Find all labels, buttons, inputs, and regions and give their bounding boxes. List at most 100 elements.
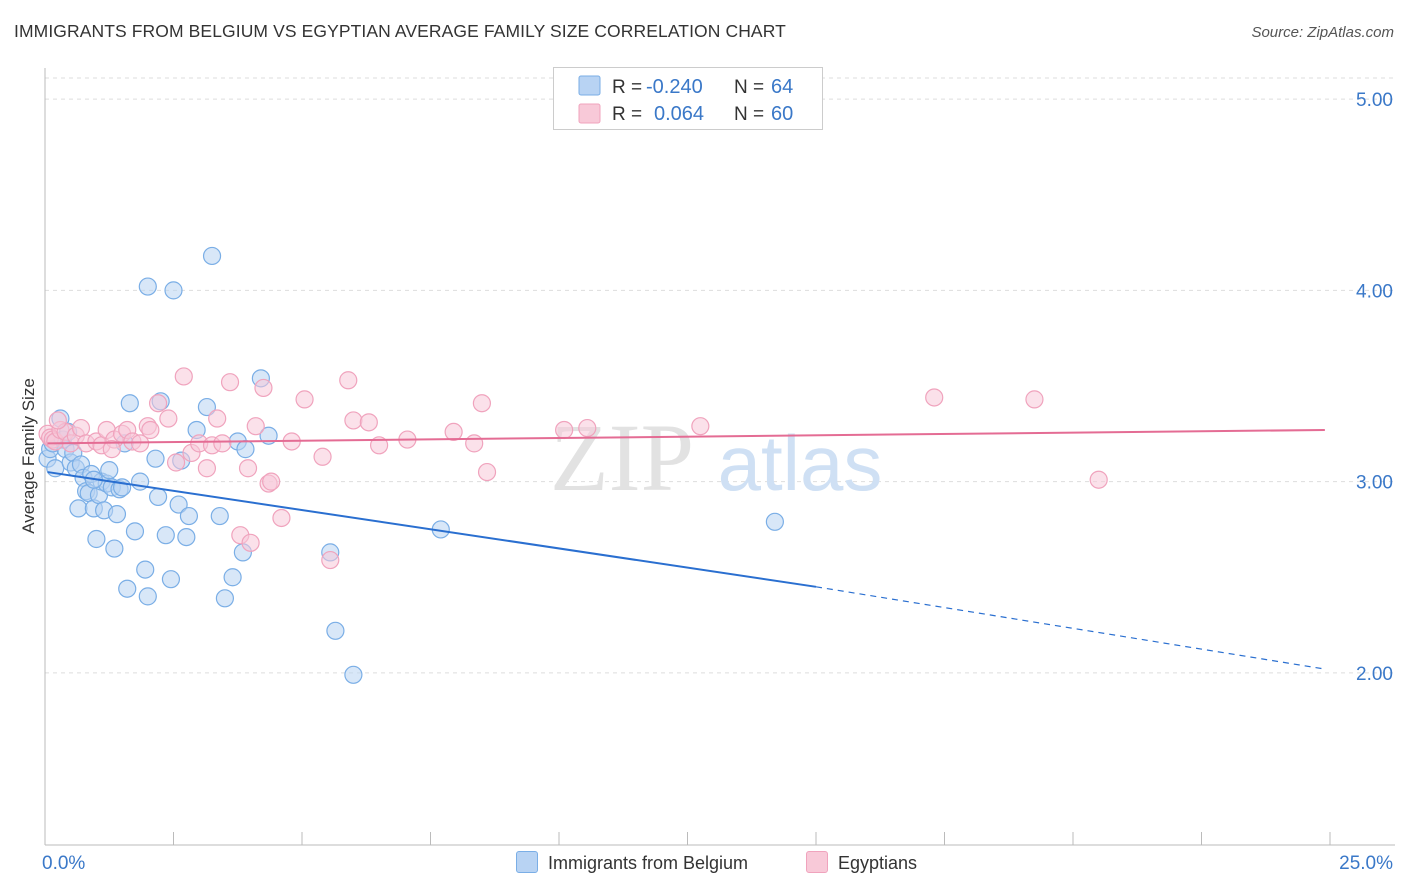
point-egyptians <box>262 472 281 491</box>
legend-r-label-2: R = <box>612 104 642 125</box>
point-belgium <box>100 461 119 480</box>
y-axis-label: Average Family Size <box>19 378 38 534</box>
point-belgium <box>69 499 88 518</box>
watermark-atlas: atlas <box>718 419 883 507</box>
point-egyptians <box>208 409 227 428</box>
point-belgium <box>210 506 229 526</box>
legend-swatch-belgium <box>516 851 538 873</box>
point-egyptians <box>141 420 160 440</box>
point-egyptians <box>555 420 574 440</box>
point-egyptians <box>272 508 291 528</box>
point-egyptians <box>166 453 186 472</box>
point-belgium <box>179 506 199 526</box>
legend-r-value-1: -0.240 <box>646 76 703 98</box>
point-egyptians <box>148 394 168 413</box>
point-belgium <box>197 397 217 417</box>
point-egyptians <box>246 417 265 436</box>
point-belgium <box>138 277 157 296</box>
legend-label-egyptians: Egyptians <box>838 853 918 873</box>
point-egyptians <box>197 459 217 478</box>
point-egyptians <box>1025 390 1044 409</box>
gridlines <box>45 77 1395 674</box>
legend-r-label-1: R = <box>612 77 642 98</box>
legend-swatch-egyptians <box>806 851 828 873</box>
x-tick-label: 0.0% <box>42 853 85 874</box>
point-belgium <box>105 539 124 558</box>
point-belgium <box>156 526 175 545</box>
point-belgium <box>169 495 188 514</box>
trend-line-belgium-extension <box>815 586 1325 670</box>
point-belgium <box>87 529 106 549</box>
point-belgium <box>107 505 127 524</box>
legend-swatch-blue <box>578 75 601 96</box>
series-egyptians-points <box>38 367 1108 570</box>
point-egyptians <box>238 459 258 478</box>
point-egyptians <box>295 390 314 409</box>
point-belgium <box>138 587 157 606</box>
y-tick-label: 2.00 <box>1356 664 1393 685</box>
legend-n-label-2: N = <box>734 104 764 125</box>
point-egyptians <box>477 462 497 482</box>
point-belgium <box>344 665 363 684</box>
chart-source: Source: ZipAtlas.com <box>1251 24 1394 41</box>
point-egyptians <box>359 413 378 432</box>
point-egyptians <box>339 371 358 390</box>
trend-line-egyptians <box>47 428 1325 445</box>
y-tick-label: 4.00 <box>1356 281 1393 302</box>
point-egyptians <box>465 434 484 453</box>
point-egyptians <box>1089 470 1108 489</box>
legend-swatch-pink <box>578 103 601 124</box>
point-egyptians <box>578 418 597 438</box>
point-egyptians <box>174 367 193 386</box>
point-egyptians <box>344 411 363 430</box>
trend-line-belgium <box>47 471 817 588</box>
point-egyptians <box>48 411 67 430</box>
legend-n-label-1: N = <box>734 77 764 98</box>
point-belgium <box>125 522 145 541</box>
point-belgium <box>223 568 242 587</box>
trend-lines <box>47 428 1325 670</box>
point-belgium <box>164 281 183 300</box>
x-tick-label: 25.0% <box>1339 853 1393 874</box>
point-belgium <box>236 440 255 459</box>
point-egyptians <box>254 378 273 398</box>
legend-n-value-1: 64 <box>771 76 793 98</box>
legend-label-belgium: Immigrants from Belgium <box>548 853 749 873</box>
point-belgium <box>118 579 137 598</box>
point-egyptians <box>71 418 91 438</box>
point-egyptians <box>159 409 178 428</box>
point-belgium <box>148 487 168 507</box>
y-tick-label: 3.00 <box>1356 473 1393 494</box>
correlation-legend: R = -0.240 N = 64 R = 0.064 N = 60 <box>553 67 823 130</box>
chart-title: IMMIGRANTS FROM BELGIUM VS EGYPTIAN AVER… <box>14 21 786 41</box>
point-egyptians <box>321 550 340 570</box>
point-egyptians <box>472 394 491 413</box>
legend-item-belgium[interactable]: Immigrants from Belgium <box>516 851 748 874</box>
point-egyptians <box>102 440 121 459</box>
point-egyptians <box>220 373 240 392</box>
watermark-zip: ZIP <box>550 404 694 511</box>
point-egyptians <box>370 436 389 455</box>
legend-item-egyptians[interactable]: Egyptians <box>806 851 917 874</box>
point-belgium <box>177 527 196 547</box>
y-tick-label: 5.00 <box>1356 90 1393 111</box>
legend-n-value-2: 60 <box>771 103 793 125</box>
point-egyptians <box>313 447 332 466</box>
point-belgium <box>146 449 165 468</box>
point-belgium <box>326 621 345 640</box>
point-belgium <box>161 570 181 589</box>
watermark: ZIP atlas <box>550 404 882 511</box>
point-egyptians <box>691 417 710 436</box>
point-belgium <box>136 560 155 579</box>
point-egyptians <box>241 533 260 552</box>
point-egyptians <box>444 422 463 441</box>
point-egyptians <box>213 434 232 453</box>
point-belgium <box>215 589 234 608</box>
tick-labels: 2.00 3.00 4.00 5.00 0.0% 25.0% <box>42 90 1393 874</box>
point-belgium <box>120 394 139 413</box>
point-egyptians <box>925 388 944 407</box>
legend-r-value-2: 0.064 <box>654 103 704 125</box>
point-belgium <box>259 426 278 445</box>
point-belgium <box>765 512 784 531</box>
